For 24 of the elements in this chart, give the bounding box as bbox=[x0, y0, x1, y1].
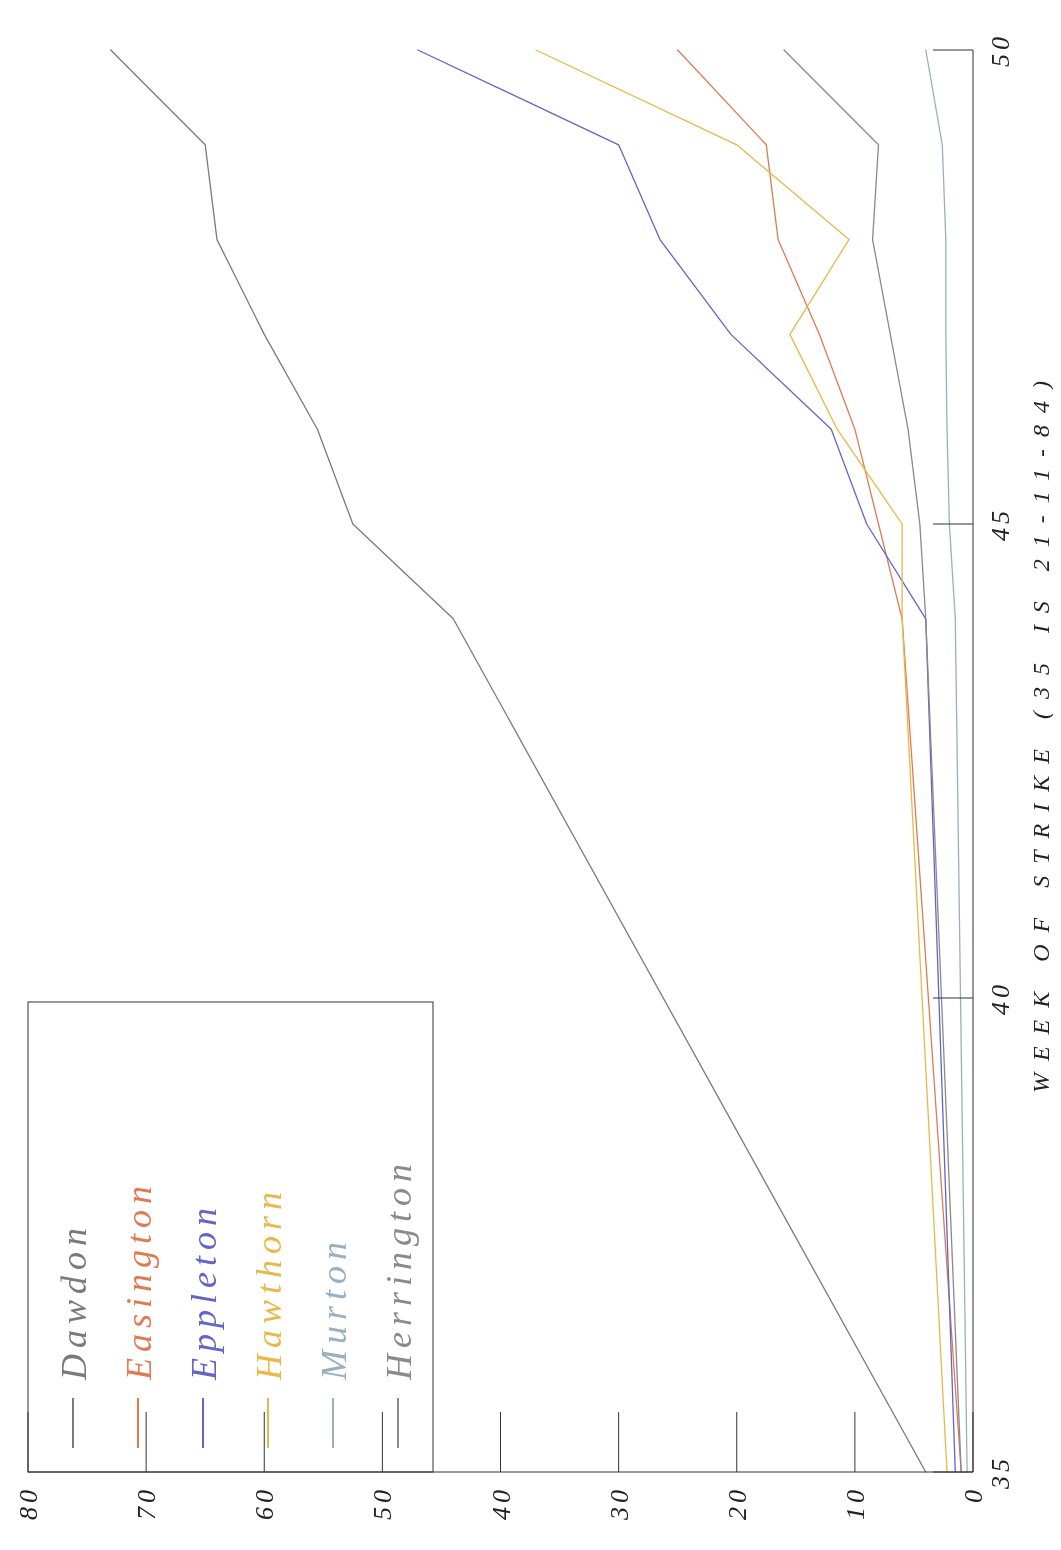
x-tick-label: 80 bbox=[14, 1486, 44, 1520]
y2-tick-label: 35 bbox=[986, 1455, 1015, 1490]
line-series bbox=[783, 49, 962, 1473]
x-tick-label: 70 bbox=[132, 1486, 162, 1520]
x-tick-label: 10 bbox=[840, 1486, 870, 1520]
line-series bbox=[925, 49, 968, 1473]
x-tick-label: 30 bbox=[604, 1486, 634, 1521]
line-series bbox=[417, 49, 956, 1473]
y2-tick-label: 40 bbox=[986, 981, 1015, 1015]
x-tick-label: 40 bbox=[486, 1486, 516, 1520]
text: Hawthorn bbox=[248, 1185, 289, 1381]
x-tick-label: 20 bbox=[722, 1486, 752, 1520]
x-tick-label: 50 bbox=[368, 1486, 398, 1520]
x-tick-label: 60 bbox=[250, 1486, 280, 1520]
x-tick-label: 0 bbox=[959, 1486, 989, 1503]
text: Easington bbox=[118, 1179, 159, 1381]
y2-tick-label: 50 bbox=[986, 33, 1015, 67]
line-series bbox=[535, 49, 948, 1473]
y2-tick-label: 45 bbox=[986, 507, 1015, 541]
text: Herrington bbox=[378, 1158, 419, 1381]
text: Dawdon bbox=[53, 1221, 94, 1381]
line-series bbox=[110, 49, 927, 1473]
text: Murton bbox=[313, 1236, 354, 1381]
text: Eppleton bbox=[183, 1202, 224, 1381]
